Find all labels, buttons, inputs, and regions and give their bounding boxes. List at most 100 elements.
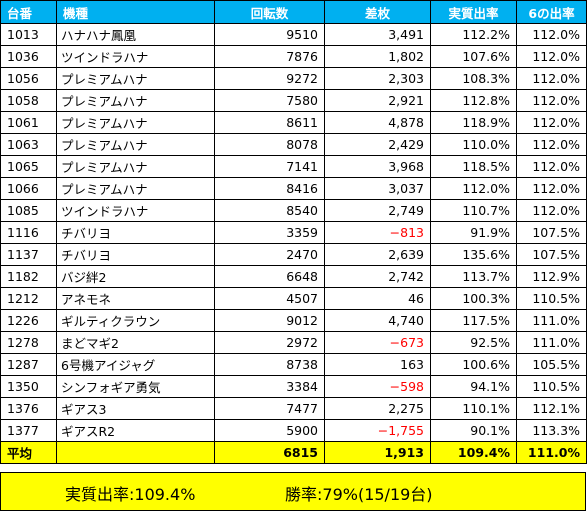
table-row: 1065 プレミアムハナ 7141 3,968 118.5% 112.0% — [0, 155, 587, 178]
results-table: 台番 機種 回転数 差枚 実質出率 6の出率 1013 ハナハナ鳳凰 9510 3,4… — [0, 0, 587, 464]
cell-spins: 8540 — [214, 199, 325, 222]
cell-spins: 6815 — [214, 441, 325, 464]
cell-actual-payout: 108.3% — [430, 67, 517, 90]
cell-machine-number: 1116 — [0, 221, 57, 244]
cell-actual-payout: 94.1% — [430, 375, 517, 398]
cell-coin-difference: 1,802 — [324, 45, 431, 68]
cell-machine-type: プレミアムハナ — [56, 133, 215, 156]
cell-spins: 7580 — [214, 89, 325, 112]
cell-machine-number: 1212 — [0, 287, 57, 310]
table-row: 1377 ギアスR2 5900 −1,755 90.1% 113.3% — [0, 419, 587, 442]
cell-setting6-payout: 107.5% — [516, 243, 587, 266]
cell-spins: 9012 — [214, 309, 325, 332]
cell-machine-type: ギアス3 — [56, 397, 215, 420]
cell-spins: 2972 — [214, 331, 325, 354]
cell-machine-number: 1278 — [0, 331, 57, 354]
header-machine-number: 台番 — [0, 0, 57, 24]
cell-actual-payout: 118.5% — [430, 155, 517, 178]
cell-machine-type: アネモネ — [56, 287, 215, 310]
cell-spins: 7141 — [214, 155, 325, 178]
cell-coin-difference: 2,303 — [324, 67, 431, 90]
table-row: 1212 アネモネ 4507 46 100.3% 110.5% — [0, 287, 587, 310]
cell-machine-number: 1066 — [0, 177, 57, 200]
table-row: 1061 プレミアムハナ 8611 4,878 118.9% 112.0% — [0, 111, 587, 134]
cell-machine-type: ギルティクラウン — [56, 309, 215, 332]
cell-setting6-payout: 107.5% — [516, 221, 587, 244]
cell-setting6-payout: 112.9% — [516, 265, 587, 288]
cell-machine-number: 1036 — [0, 45, 57, 68]
cell-setting6-payout: 111.0% — [516, 331, 587, 354]
table-row: 1085 ツインドラハナ 8540 2,749 110.7% 112.0% — [0, 199, 587, 222]
cell-machine-number: 1137 — [0, 243, 57, 266]
cell-coin-difference: −813 — [324, 221, 431, 244]
cell-machine-number: 平均 — [0, 441, 57, 464]
cell-coin-difference: −598 — [324, 375, 431, 398]
cell-setting6-payout: 111.0% — [516, 309, 587, 332]
cell-actual-payout: 91.9% — [430, 221, 517, 244]
cell-coin-difference: 3,968 — [324, 155, 431, 178]
cell-machine-type: ツインドラハナ — [56, 45, 215, 68]
cell-setting6-payout: 112.0% — [516, 133, 587, 156]
cell-setting6-payout: 105.5% — [516, 353, 587, 376]
cell-machine-number: 1226 — [0, 309, 57, 332]
cell-coin-difference: 2,749 — [324, 199, 431, 222]
table-row: 1036 ツインドラハナ 7876 1,802 107.6% 112.0% — [0, 45, 587, 68]
cell-machine-type: シンフォギア勇気 — [56, 375, 215, 398]
cell-setting6-payout: 112.0% — [516, 155, 587, 178]
cell-actual-payout: 110.7% — [430, 199, 517, 222]
cell-spins: 9510 — [214, 23, 325, 46]
table-row: 1182 バジ絆2 6648 2,742 113.7% 112.9% — [0, 265, 587, 288]
cell-spins: 3384 — [214, 375, 325, 398]
cell-actual-payout: 92.5% — [430, 331, 517, 354]
cell-spins: 7477 — [214, 397, 325, 420]
cell-machine-type: ハナハナ鳳凰 — [56, 23, 215, 46]
cell-machine-number: 1376 — [0, 397, 57, 420]
cell-setting6-payout: 110.5% — [516, 287, 587, 310]
cell-coin-difference: 2,742 — [324, 265, 431, 288]
table-row: 1013 ハナハナ鳳凰 9510 3,491 112.2% 112.0% — [0, 23, 587, 46]
header-machine-type: 機種 — [56, 0, 215, 24]
cell-machine-type — [56, 441, 215, 464]
cell-setting6-payout: 112.0% — [516, 111, 587, 134]
cell-machine-type: チバリヨ — [56, 243, 215, 266]
cell-actual-payout: 113.7% — [430, 265, 517, 288]
summary-win-rate: 勝率:79%(15/19台) — [285, 485, 433, 504]
table-row: 1350 シンフォギア勇気 3384 −598 94.1% 110.5% — [0, 375, 587, 398]
cell-machine-type: まどマギ2 — [56, 331, 215, 354]
cell-machine-number: 1056 — [0, 67, 57, 90]
cell-actual-payout: 112.8% — [430, 89, 517, 112]
cell-setting6-payout: 113.3% — [516, 419, 587, 442]
table-row: 1226 ギルティクラウン 9012 4,740 117.5% 111.0% — [0, 309, 587, 332]
cell-actual-payout: 90.1% — [430, 419, 517, 442]
cell-machine-number: 1350 — [0, 375, 57, 398]
cell-coin-difference: 2,921 — [324, 89, 431, 112]
cell-machine-number: 1377 — [0, 419, 57, 442]
summary-actual-payout: 実質出率:109.4% — [65, 485, 196, 504]
cell-coin-difference: 2,429 — [324, 133, 431, 156]
cell-spins: 8738 — [214, 353, 325, 376]
cell-spins: 5900 — [214, 419, 325, 442]
cell-machine-type: バジ絆2 — [56, 265, 215, 288]
cell-machine-type: プレミアムハナ — [56, 111, 215, 134]
cell-machine-type: 6号機アイジャグ — [56, 353, 215, 376]
table-row: 1063 プレミアムハナ 8078 2,429 110.0% 112.0% — [0, 133, 587, 156]
cell-machine-type: プレミアムハナ — [56, 67, 215, 90]
cell-setting6-payout: 112.0% — [516, 199, 587, 222]
summary-bar: 実質出率:109.4% 勝率:79%(15/19台) — [0, 472, 586, 511]
cell-actual-payout: 117.5% — [430, 309, 517, 332]
cell-coin-difference: 1,913 — [324, 441, 431, 464]
cell-setting6-payout: 111.0% — [516, 441, 587, 464]
cell-machine-number: 1013 — [0, 23, 57, 46]
cell-setting6-payout: 112.0% — [516, 89, 587, 112]
cell-actual-payout: 110.1% — [430, 397, 517, 420]
cell-setting6-payout: 112.0% — [516, 45, 587, 68]
table-row: 1137 チバリヨ 2470 2,639 135.6% 107.5% — [0, 243, 587, 266]
header-coin-difference: 差枚 — [324, 0, 431, 24]
cell-spins: 2470 — [214, 243, 325, 266]
table-row: 1287 6号機アイジャグ 8738 163 100.6% 105.5% — [0, 353, 587, 376]
cell-coin-difference: 4,740 — [324, 309, 431, 332]
cell-machine-type: チバリヨ — [56, 221, 215, 244]
table-row: 1376 ギアス3 7477 2,275 110.1% 112.1% — [0, 397, 587, 420]
data-table-container: 台番 機種 回転数 差枚 実質出率 6の出率 1013 ハナハナ鳳凰 9510 3,4… — [0, 0, 587, 464]
cell-actual-payout: 109.4% — [430, 441, 517, 464]
